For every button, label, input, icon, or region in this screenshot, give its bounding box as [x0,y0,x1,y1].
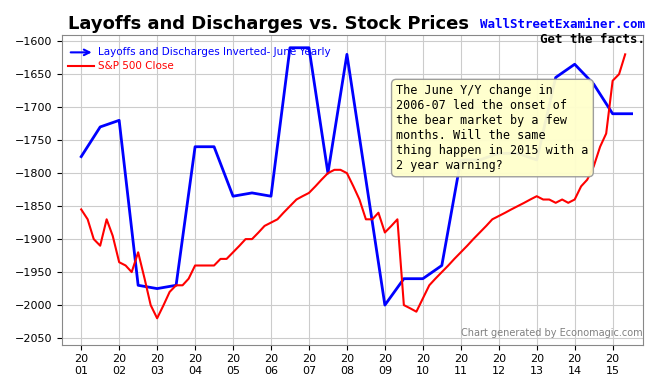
Text: Layoffs and Discharges vs. Stock Prices: Layoffs and Discharges vs. Stock Prices [68,15,469,33]
Text: WallStreetExaminer.com: WallStreetExaminer.com [480,18,645,30]
Text: Get the facts.: Get the facts. [540,33,645,46]
Text: S&P 500 Close: S&P 500 Close [98,61,174,70]
Text: Chart generated by Economagic.com: Chart generated by Economagic.com [461,328,643,339]
Text: The June Y/Y change in
2006-07 led the onset of
the bear market by a few
months.: The June Y/Y change in 2006-07 led the o… [396,84,589,172]
Text: Layoffs and Discharges Inverted- June Yearly: Layoffs and Discharges Inverted- June Ye… [98,47,331,57]
